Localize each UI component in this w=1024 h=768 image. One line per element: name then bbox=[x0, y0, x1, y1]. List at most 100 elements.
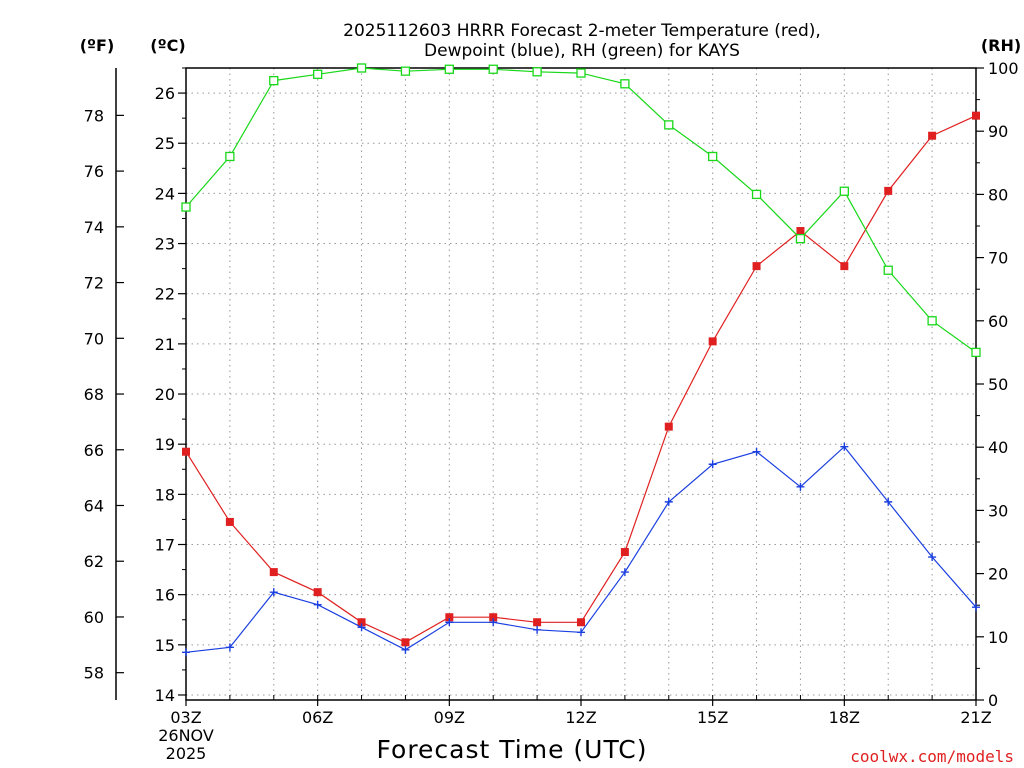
temperature-marker bbox=[796, 227, 805, 236]
dewpoint-marker bbox=[840, 442, 849, 451]
temperature-marker bbox=[752, 262, 761, 271]
fahrenheit-tick-label: 62 bbox=[84, 552, 104, 571]
x-tick-label: 21Z bbox=[960, 708, 991, 727]
temperature-marker bbox=[225, 517, 234, 526]
rh-marker bbox=[664, 120, 674, 130]
celsius-unit-label: (ºC) bbox=[150, 36, 185, 55]
x-tick-label: 03Z bbox=[170, 708, 201, 727]
dewpoint-marker bbox=[796, 482, 805, 491]
celsius-tick-label: 15 bbox=[155, 636, 175, 655]
temperature-marker bbox=[928, 131, 937, 140]
rh-tick-label: 20 bbox=[988, 565, 1008, 584]
rh-marker bbox=[400, 66, 411, 76]
fahrenheit-tick-label: 58 bbox=[84, 664, 104, 683]
temperature-marker bbox=[577, 618, 585, 627]
celsius-tick-label: 26 bbox=[155, 84, 175, 103]
rh-marker bbox=[356, 63, 367, 73]
fahrenheit-tick-label: 74 bbox=[84, 218, 104, 237]
celsius-tick-label: 14 bbox=[155, 686, 175, 705]
x-tick-label: 09Z bbox=[434, 708, 465, 727]
dewpoint-marker bbox=[533, 625, 542, 634]
temperature-marker bbox=[708, 337, 717, 346]
temperature-marker bbox=[533, 618, 542, 627]
date-label-day: 26NOV bbox=[158, 726, 214, 745]
fahrenheit-tick-label: 78 bbox=[84, 106, 104, 125]
rh-marker bbox=[225, 151, 235, 162]
rh-marker bbox=[269, 75, 279, 86]
celsius-tick-label: 20 bbox=[155, 385, 175, 404]
temperature-marker bbox=[884, 186, 893, 195]
fahrenheit-tick-label: 68 bbox=[84, 385, 104, 404]
temperature-marker bbox=[664, 422, 673, 431]
x-axis-label: Forecast Time (UTC) bbox=[377, 735, 648, 764]
x-tick-label: 18Z bbox=[829, 708, 860, 727]
rh-tick-label: 90 bbox=[988, 122, 1008, 141]
rh-marker bbox=[751, 189, 762, 200]
temperature-marker bbox=[840, 262, 849, 271]
rh-marker bbox=[532, 67, 542, 77]
dewpoint-marker bbox=[182, 648, 190, 657]
rh-marker bbox=[971, 347, 981, 358]
dewpoint-marker bbox=[708, 460, 717, 469]
temperature-marker bbox=[313, 588, 322, 597]
celsius-tick-label: 18 bbox=[155, 485, 175, 504]
rh-marker bbox=[839, 186, 849, 196]
dewpoint-marker bbox=[269, 588, 278, 597]
fahrenheit-tick-label: 76 bbox=[84, 162, 104, 181]
x-tick-label: 12Z bbox=[565, 708, 596, 727]
celsius-tick-label: 21 bbox=[155, 335, 175, 354]
dewpoint-marker bbox=[928, 553, 937, 562]
dewpoint-marker bbox=[620, 568, 629, 577]
rh-line bbox=[185, 67, 977, 353]
temperature-marker bbox=[972, 111, 980, 120]
rh-tick-label: 30 bbox=[988, 501, 1008, 520]
rh-tick-label: 70 bbox=[988, 249, 1008, 268]
dewpoint-marker bbox=[313, 600, 322, 609]
series-lines bbox=[181, 63, 981, 657]
rh-unit-label: (RH) bbox=[981, 36, 1021, 55]
temperature-marker bbox=[182, 447, 190, 456]
rh-marker bbox=[181, 202, 191, 212]
rh-tick-label: 40 bbox=[988, 438, 1008, 457]
dewpoint-marker bbox=[357, 623, 366, 632]
fahrenheit-unit-label: (ºF) bbox=[80, 36, 115, 55]
rh-marker bbox=[927, 316, 937, 326]
temperature-marker bbox=[269, 568, 278, 577]
x-tick-label: 06Z bbox=[302, 708, 333, 727]
gridlines bbox=[185, 68, 977, 700]
rh-tick-label: 80 bbox=[988, 185, 1008, 204]
fahrenheit-tick-label: 72 bbox=[84, 274, 104, 293]
rh-tick-label: 50 bbox=[988, 375, 1008, 394]
temperature-marker bbox=[401, 638, 410, 647]
dewpoint-marker bbox=[752, 447, 761, 456]
celsius-tick-label: 22 bbox=[155, 285, 175, 304]
temperature-marker bbox=[489, 613, 498, 622]
chart-title-line-2: Dewpoint (blue), RH (green) for KAYS bbox=[424, 41, 740, 61]
rh-marker bbox=[313, 69, 323, 79]
rh-tick-label: 0 bbox=[988, 691, 998, 710]
celsius-tick-label: 19 bbox=[155, 435, 175, 454]
temperature-marker bbox=[620, 548, 629, 557]
rh-marker bbox=[576, 68, 586, 78]
chart-title-line-1: 2025112603 HRRR Forecast 2-meter Tempera… bbox=[343, 21, 821, 41]
celsius-tick-label: 24 bbox=[155, 184, 175, 203]
dewpoint-marker bbox=[489, 618, 498, 627]
axis-ticks: 03Z 06Z 09Z 12Z 15Z 18Z 21Z 14 15 16 17 18 19 20 21 22 2… bbox=[84, 59, 1019, 727]
dewpoint-marker bbox=[972, 603, 980, 612]
rh-marker bbox=[488, 64, 498, 74]
fahrenheit-tick-label: 66 bbox=[84, 441, 104, 460]
rh-tick-label: 100 bbox=[988, 59, 1019, 78]
rh-tick-label: 10 bbox=[988, 628, 1008, 647]
rh-marker bbox=[883, 265, 893, 275]
temperature-marker bbox=[357, 618, 366, 627]
rh-marker bbox=[620, 79, 630, 89]
celsius-tick-label: 25 bbox=[155, 134, 175, 153]
x-tick-label: 15Z bbox=[697, 708, 728, 727]
dewpoint-marker bbox=[884, 497, 893, 506]
rh-marker bbox=[444, 64, 454, 74]
credit-link[interactable]: coolwx.com/models bbox=[850, 747, 1014, 766]
temperature-marker bbox=[445, 613, 454, 622]
fahrenheit-tick-label: 70 bbox=[84, 329, 104, 348]
celsius-tick-label: 17 bbox=[155, 536, 175, 555]
